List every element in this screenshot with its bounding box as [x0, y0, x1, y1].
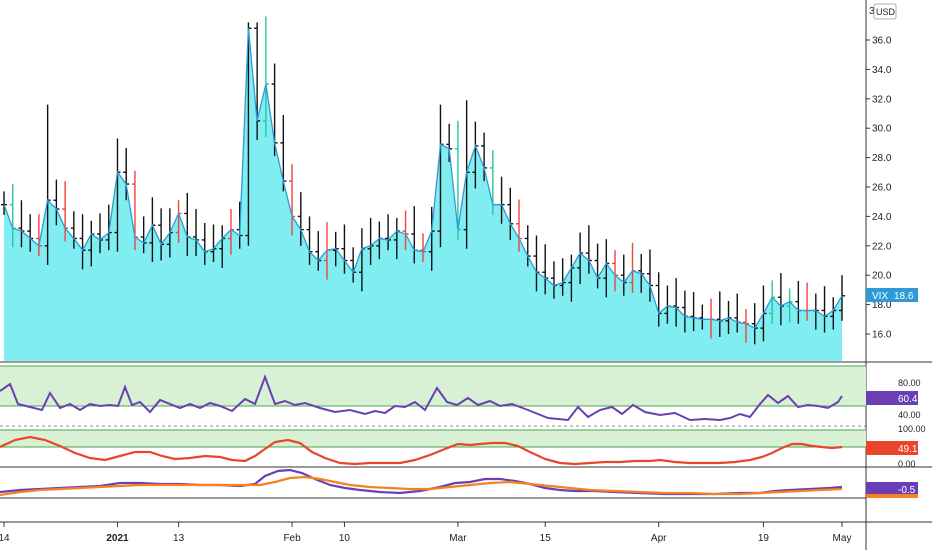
x-tick-label: Mar: [449, 533, 467, 544]
price-pane[interactable]: [1, 16, 845, 361]
stoch-value-badge-bg: [866, 441, 918, 455]
signal-value-badge-bg: [866, 494, 918, 498]
stoch-axis-0: 0.00: [898, 459, 916, 469]
x-tick-label: 13: [173, 533, 185, 544]
x-tick-label: 15: [540, 533, 552, 544]
macd-value: -0.5: [898, 485, 916, 496]
rsi-band: [0, 366, 866, 406]
price-axis[interactable]: 16.0 18.0 20.0 22.0 24.0 26.0 28.0 30.0 32.0 34.0…: [865, 0, 918, 550]
y-tick-label: 36.0: [872, 36, 892, 47]
x-tick-label: 19: [758, 533, 770, 544]
y-tick-label: 22.0: [872, 241, 892, 252]
ohlc-bars: [1, 16, 845, 345]
rsi-pane[interactable]: 80.00 40.00 60.43: [0, 365, 923, 422]
stoch-band: [0, 430, 866, 447]
rsi-axis-80: 80.00: [898, 378, 921, 388]
y-tick-label: 28.0: [872, 153, 892, 164]
x-tick-label: May: [833, 533, 852, 544]
time-axis-ticks: 14 2021 13 Feb 10 Mar 15 Apr 19 May: [0, 522, 851, 544]
macd-line: [0, 468, 843, 496]
x-tick-label: Feb: [283, 533, 301, 544]
rsi-value-badge-bg: [866, 391, 918, 405]
rsi-line: [0, 374, 843, 422]
vix-area-line: [3, 28, 843, 329]
symbol-price-badge-bg: [866, 288, 918, 302]
macd-value-badge[interactable]: -0.5: [866, 482, 918, 498]
stoch-value: 49.19: [898, 444, 923, 455]
y-tick-label: 20.0: [872, 271, 892, 282]
macd-signal-line: [0, 475, 843, 497]
vix-area-fill: [4, 28, 842, 361]
y-tick-label: 26.0: [872, 183, 892, 194]
x-tick-label: 10: [339, 533, 351, 544]
macd-value-badge-bg: [866, 482, 918, 496]
currency-label-box[interactable]: [873, 3, 897, 20]
price-axis-top-label: 3: [869, 6, 875, 17]
price-axis-ticks: 16.0 18.0 20.0 22.0 24.0 26.0 28.0 30.0 32.0 34.0…: [866, 36, 892, 341]
y-tick-label: 34.0: [872, 65, 892, 76]
rsi-axis-labels: 80.00 40.00: [898, 378, 921, 420]
symbol-price: 18.6: [894, 291, 914, 302]
macd-pane[interactable]: -0.5: [0, 468, 918, 499]
currency-label: USD: [876, 7, 896, 17]
symbol-price-badge[interactable]: VIX 18.6: [866, 288, 918, 302]
x-tick-label: 2021: [106, 533, 129, 544]
y-tick-label: 16.0: [872, 330, 892, 341]
x-tick-label: 14: [0, 533, 10, 544]
y-tick-label: 32.0: [872, 94, 892, 105]
y-tick-label: 30.0: [872, 124, 892, 135]
rsi-value-badge[interactable]: 60.43: [866, 391, 923, 405]
rsi-axis-40: 40.00: [898, 410, 921, 420]
time-axis[interactable]: 14 2021 13 Feb 10 Mar 15 Apr 19 May: [0, 521, 932, 544]
y-tick-label: 18.0: [872, 300, 892, 311]
stochastic-line: [0, 435, 843, 466]
y-tick-label: 24.0: [872, 212, 892, 223]
stoch-axis-100: 100.00: [898, 424, 926, 434]
stoch-pane[interactable]: 100.00 0.00 49.19: [0, 424, 926, 469]
stoch-value-badge[interactable]: 49.19: [866, 441, 923, 455]
rsi-value: 60.43: [898, 394, 923, 405]
x-tick-label: Apr: [651, 533, 667, 544]
symbol-name: VIX: [872, 291, 888, 302]
